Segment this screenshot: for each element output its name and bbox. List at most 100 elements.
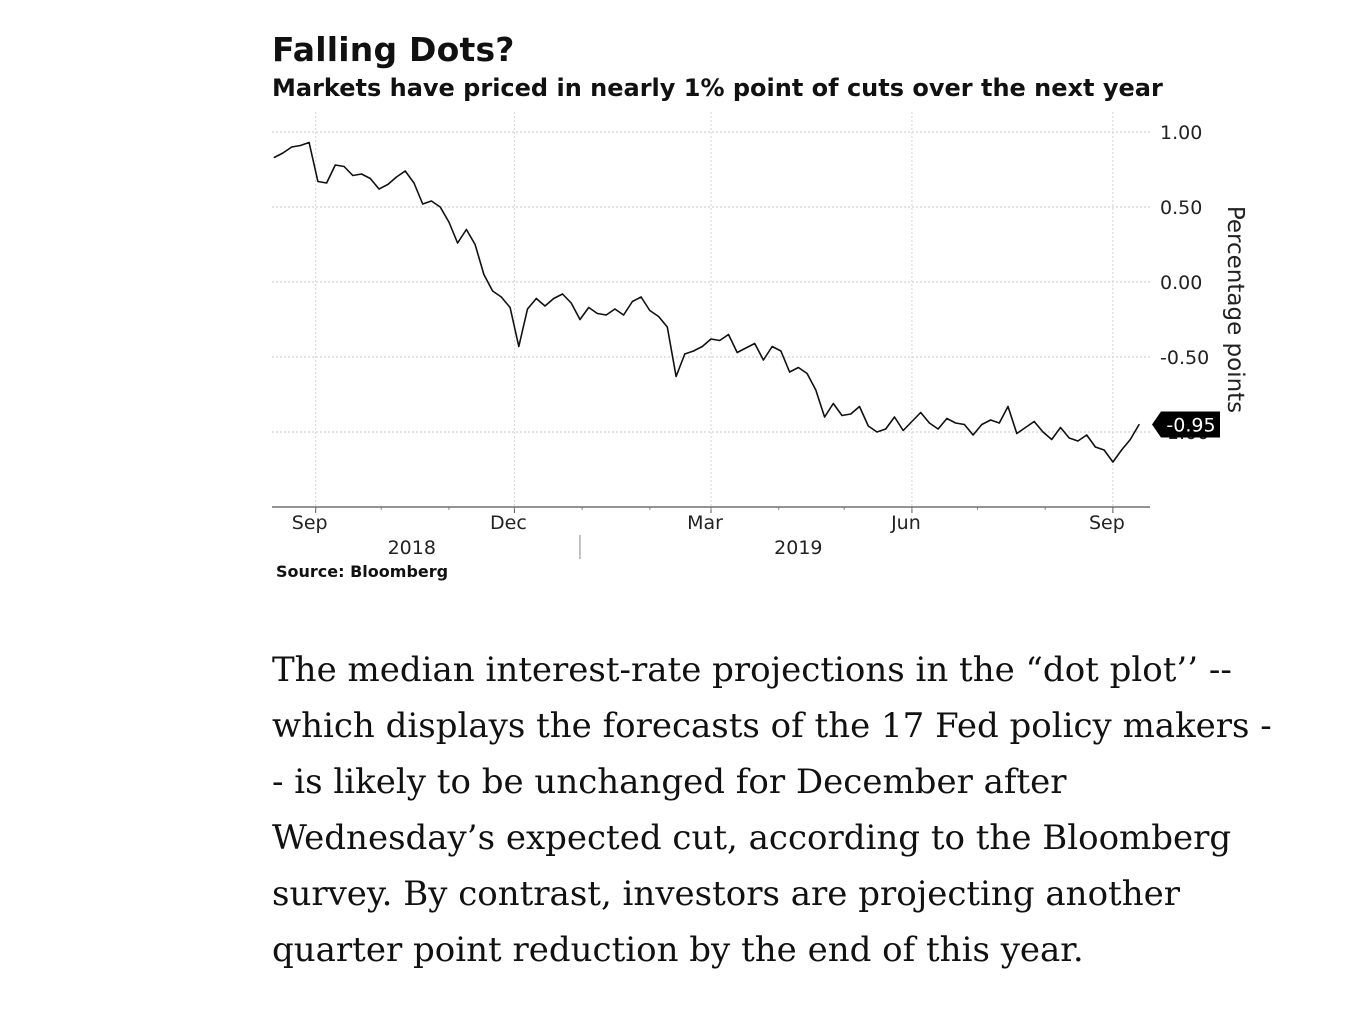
data-point: [422, 203, 424, 205]
data-point: [675, 375, 677, 378]
x-tick-label: Jun: [890, 512, 921, 534]
data-point: [317, 180, 319, 183]
data-point: [535, 297, 537, 300]
data-point: [1007, 405, 1009, 408]
data-point: [553, 297, 555, 300]
data-point: [282, 152, 284, 154]
data-point: [754, 342, 756, 345]
data-point: [920, 411, 922, 414]
data-point: [299, 144, 301, 147]
data-point: [719, 339, 721, 342]
data-point: [981, 423, 983, 426]
data-point: [1033, 420, 1035, 423]
data-point: [937, 428, 939, 430]
data-point: [762, 359, 765, 361]
data-point: [911, 420, 913, 423]
data-point: [902, 429, 904, 432]
data-point: [474, 243, 476, 246]
data-point: [483, 273, 485, 276]
data-point: [815, 389, 817, 391]
data-point: [1068, 437, 1070, 439]
data-point: [326, 182, 328, 184]
data-point: [684, 353, 686, 355]
data-point: [1129, 438, 1131, 441]
data-point: [1094, 446, 1096, 448]
data-point: [413, 182, 415, 184]
data-point: [955, 422, 957, 424]
data-point: [404, 170, 406, 172]
data-point: [797, 366, 799, 369]
data-point: [623, 314, 625, 316]
data-point: [1059, 426, 1062, 429]
data-point: [518, 345, 520, 348]
article-paragraph: The median interest-rate projections in …: [272, 650, 1272, 970]
data-point: [570, 302, 572, 304]
data-point: [544, 305, 546, 307]
data-point: [1016, 432, 1018, 435]
data-point: [850, 413, 852, 415]
last-value-callout: -0.95: [1152, 411, 1220, 438]
y-tick-label: 0.50: [1160, 197, 1202, 219]
y-tick-label: 1.00: [1160, 122, 1202, 144]
data-point: [736, 351, 738, 354]
data-point: [692, 350, 695, 352]
data-point: [334, 164, 336, 166]
data-point: [579, 318, 581, 321]
data-point: [972, 434, 974, 436]
data-point: [343, 165, 345, 168]
data-point: [771, 345, 773, 348]
grid: [272, 112, 1150, 507]
data-point: [352, 174, 354, 177]
chart-title: Falling Dots?: [272, 30, 515, 69]
series-layer: [273, 141, 1140, 463]
data-point: [308, 141, 310, 144]
data-point: [727, 333, 730, 336]
data-point: [1138, 423, 1140, 426]
series-line: [273, 141, 1140, 463]
x-tick-label: Sep: [1089, 512, 1125, 534]
data-point: [885, 428, 887, 430]
data-point: [893, 416, 896, 418]
data-point: [701, 345, 703, 348]
data-point: [387, 183, 389, 186]
x-year-label: 2019: [774, 537, 822, 559]
chart-subtitle: Markets have priced in nearly 1% point o…: [272, 74, 1163, 102]
data-point: [491, 290, 494, 292]
data-point: [448, 221, 450, 223]
data-point: [1077, 440, 1079, 442]
data-point: [745, 347, 747, 349]
last-value-label: -0.95: [1166, 415, 1215, 437]
data-point: [841, 414, 843, 417]
data-point: [1103, 449, 1105, 451]
data-point: [946, 417, 948, 420]
data-point: [395, 176, 398, 178]
data-point: [998, 422, 1000, 424]
source-note: Source: Bloomberg: [276, 562, 449, 581]
data-point: [561, 293, 564, 295]
data-point: [963, 423, 965, 426]
data-point: [867, 425, 869, 427]
data-point: [806, 372, 808, 375]
data-point: [360, 173, 363, 175]
data-point: [439, 206, 441, 208]
data-point: [666, 326, 668, 328]
data-point: [291, 146, 293, 148]
data-point: [832, 402, 834, 405]
data-point: [509, 306, 511, 309]
data-point: [657, 315, 660, 318]
data-point: [588, 306, 590, 309]
data-point: [1051, 438, 1053, 441]
y-axis-title: Percentage points: [1222, 206, 1248, 413]
data-point: [876, 431, 878, 433]
data-point: [1112, 461, 1114, 463]
data-point: [631, 300, 633, 303]
y-tick-label: 0.00: [1160, 272, 1202, 294]
data-point: [369, 177, 371, 180]
data-point: [789, 371, 791, 373]
data-point: [605, 314, 607, 316]
data-point: [928, 422, 931, 424]
data-point: [649, 309, 651, 312]
data-point: [823, 416, 826, 418]
data-point: [780, 350, 782, 352]
data-point: [710, 338, 712, 340]
